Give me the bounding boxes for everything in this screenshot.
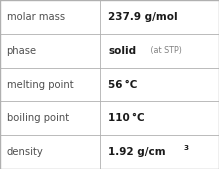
Text: 1.92 g/cm: 1.92 g/cm (108, 147, 166, 157)
Text: 237.9 g/mol: 237.9 g/mol (108, 12, 178, 22)
Text: 56 °C: 56 °C (108, 79, 138, 90)
Text: phase: phase (7, 46, 37, 56)
Text: density: density (7, 147, 43, 157)
Text: 110 °C: 110 °C (108, 113, 145, 123)
Text: boiling point: boiling point (7, 113, 69, 123)
Text: melting point: melting point (7, 79, 73, 90)
Text: molar mass: molar mass (7, 12, 65, 22)
Text: 3: 3 (184, 145, 189, 151)
Text: solid: solid (108, 46, 136, 56)
Text: (at STP): (at STP) (148, 46, 182, 55)
